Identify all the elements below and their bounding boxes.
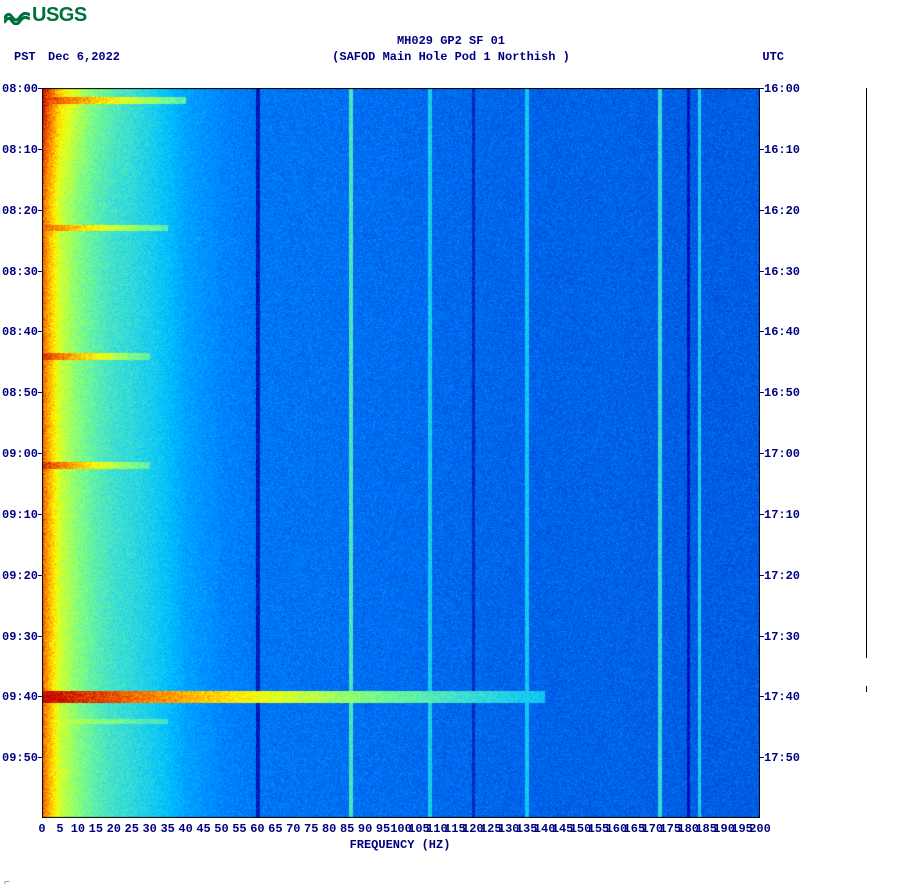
y-right-tick: 16:40 <box>764 325 800 339</box>
x-tick: 200 <box>749 822 771 836</box>
y-left-tick: 09:00 <box>2 447 38 461</box>
x-tick: 55 <box>232 822 246 836</box>
y-left-tick: 09:40 <box>2 690 38 704</box>
y-right-tick: 16:20 <box>764 204 800 218</box>
date-label: Dec 6,2022 <box>48 50 120 64</box>
x-tick: 0 <box>38 822 45 836</box>
y-right-tick: 17:30 <box>764 630 800 644</box>
chart-title: MH029 GP2 SF 01 <box>0 34 902 48</box>
x-tick: 60 <box>250 822 264 836</box>
y-right-tick: 16:10 <box>764 143 800 157</box>
x-tick: 70 <box>286 822 300 836</box>
y-left-tick: 09:50 <box>2 751 38 765</box>
logo-text: USGS <box>32 4 87 27</box>
x-tick: 80 <box>322 822 336 836</box>
y-right-tick: 16:50 <box>764 386 800 400</box>
y-left-tick: 08:50 <box>2 386 38 400</box>
y-left-tick: 08:00 <box>2 82 38 96</box>
x-tick: 75 <box>304 822 318 836</box>
x-tick: 30 <box>142 822 156 836</box>
y-right-tick: 17:40 <box>764 690 800 704</box>
y-right-tick: 16:00 <box>764 82 800 96</box>
left-timezone-label: PST <box>14 50 36 64</box>
y-right-tick: 17:20 <box>764 569 800 583</box>
x-tick: 40 <box>178 822 192 836</box>
y-right-tick: 16:30 <box>764 265 800 279</box>
x-tick: 90 <box>358 822 372 836</box>
spectrogram-plot <box>42 88 760 818</box>
x-tick: 15 <box>89 822 103 836</box>
usgs-wave-icon <box>4 7 30 25</box>
y-right-tick: 17:00 <box>764 447 800 461</box>
y-left-tick: 08:20 <box>2 204 38 218</box>
y-left-tick: 08:40 <box>2 325 38 339</box>
x-tick: 25 <box>125 822 139 836</box>
y-left-tick: 08:30 <box>2 265 38 279</box>
x-tick: 35 <box>160 822 174 836</box>
y-left-tick: 09:30 <box>2 630 38 644</box>
right-timezone-label: UTC <box>762 50 784 64</box>
y-left-tick: 09:10 <box>2 508 38 522</box>
x-tick: 65 <box>268 822 282 836</box>
y-right-tick: 17:50 <box>764 751 800 765</box>
x-tick: 20 <box>107 822 121 836</box>
x-tick: 50 <box>214 822 228 836</box>
x-tick: 5 <box>56 822 63 836</box>
y-right-tick: 17:10 <box>764 508 800 522</box>
y-left-tick: 09:20 <box>2 569 38 583</box>
x-axis-title: FREQUENCY (HZ) <box>0 838 800 852</box>
y-left-tick: 08:10 <box>2 143 38 157</box>
x-tick: 85 <box>340 822 354 836</box>
usgs-logo: USGS <box>4 4 87 27</box>
artifact: ⌐ <box>4 878 10 889</box>
x-tick: 10 <box>71 822 85 836</box>
x-tick: 45 <box>196 822 210 836</box>
x-tick: 95 <box>376 822 390 836</box>
